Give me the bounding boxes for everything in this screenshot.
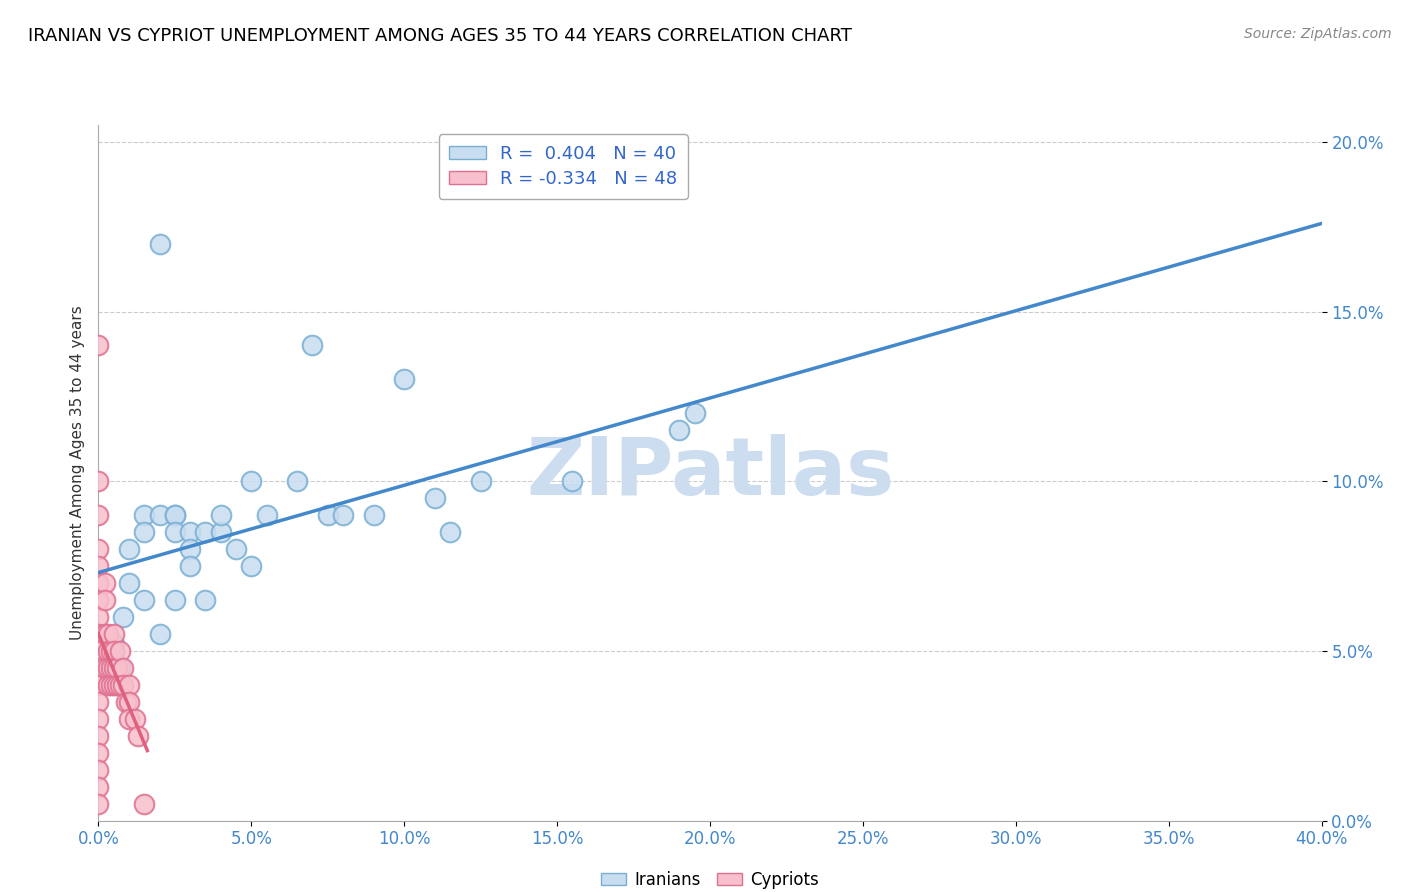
Point [194, 525, 217, 540]
Point [163, 508, 186, 523]
Point [87, 559, 110, 574]
Point [103, 644, 125, 658]
Point [134, 508, 156, 523]
Point [194, 593, 217, 607]
Point [105, 661, 128, 675]
Point [93, 576, 115, 591]
Y-axis label: Unemployment Among Ages 35 to 44 years: Unemployment Among Ages 35 to 44 years [69, 305, 84, 640]
Point [683, 406, 706, 420]
Point [285, 475, 308, 489]
Point [256, 508, 278, 523]
Point [87, 627, 110, 641]
Point [93, 627, 115, 641]
Point [240, 559, 263, 574]
Point [97, 627, 120, 641]
Text: ZIPatlas: ZIPatlas [526, 434, 894, 512]
Point [118, 678, 141, 692]
Point [97, 644, 120, 658]
Point [87, 729, 110, 743]
Point [179, 542, 201, 557]
Point [668, 423, 690, 437]
Point [118, 712, 141, 726]
Point [87, 644, 110, 658]
Point [105, 678, 128, 692]
Point [118, 542, 141, 557]
Point [134, 525, 156, 540]
Point [87, 763, 110, 777]
Point [103, 644, 125, 658]
Point [103, 650, 125, 665]
Point [134, 593, 156, 607]
Point [470, 475, 492, 489]
Point [93, 593, 115, 607]
Point [97, 661, 120, 675]
Point [87, 746, 110, 760]
Point [100, 644, 122, 658]
Point [103, 637, 125, 651]
Point [124, 712, 146, 726]
Point [103, 678, 125, 692]
Point [87, 661, 110, 675]
Point [111, 610, 134, 624]
Point [87, 610, 110, 624]
Point [163, 593, 186, 607]
Point [561, 475, 583, 489]
Point [118, 695, 141, 709]
Point [87, 678, 110, 692]
Point [179, 559, 201, 574]
Point [134, 797, 156, 811]
Point [127, 729, 149, 743]
Point [111, 661, 134, 675]
Text: Source: ZipAtlas.com: Source: ZipAtlas.com [1244, 27, 1392, 41]
Point [93, 661, 115, 675]
Point [97, 678, 120, 692]
Point [100, 661, 122, 675]
Point [87, 695, 110, 709]
Point [149, 627, 172, 641]
Point [87, 576, 110, 591]
Point [87, 508, 110, 523]
Text: IRANIAN VS CYPRIOT UNEMPLOYMENT AMONG AGES 35 TO 44 YEARS CORRELATION CHART: IRANIAN VS CYPRIOT UNEMPLOYMENT AMONG AG… [28, 27, 852, 45]
Point [163, 525, 186, 540]
Point [87, 712, 110, 726]
Point [363, 508, 385, 523]
Point [100, 678, 122, 692]
Point [87, 338, 110, 352]
Point [149, 236, 172, 251]
Point [301, 338, 323, 352]
Point [240, 475, 263, 489]
Point [103, 627, 125, 641]
Point [118, 576, 141, 591]
Point [163, 508, 186, 523]
Point [103, 661, 125, 675]
Point [87, 542, 110, 557]
Point [87, 797, 110, 811]
Point [87, 593, 110, 607]
Point [179, 525, 201, 540]
Point [108, 678, 131, 692]
Point [87, 644, 110, 658]
Legend: Iranians, Cypriots: Iranians, Cypriots [595, 864, 825, 892]
Point [423, 491, 446, 506]
Point [209, 525, 232, 540]
Point [316, 508, 339, 523]
Point [111, 678, 134, 692]
Point [87, 475, 110, 489]
Point [392, 372, 416, 386]
Point [87, 780, 110, 794]
Point [115, 695, 138, 709]
Point [108, 661, 131, 675]
Point [108, 644, 131, 658]
Point [439, 525, 461, 540]
Point [149, 508, 172, 523]
Point [332, 508, 354, 523]
Point [209, 508, 232, 523]
Point [225, 542, 247, 557]
